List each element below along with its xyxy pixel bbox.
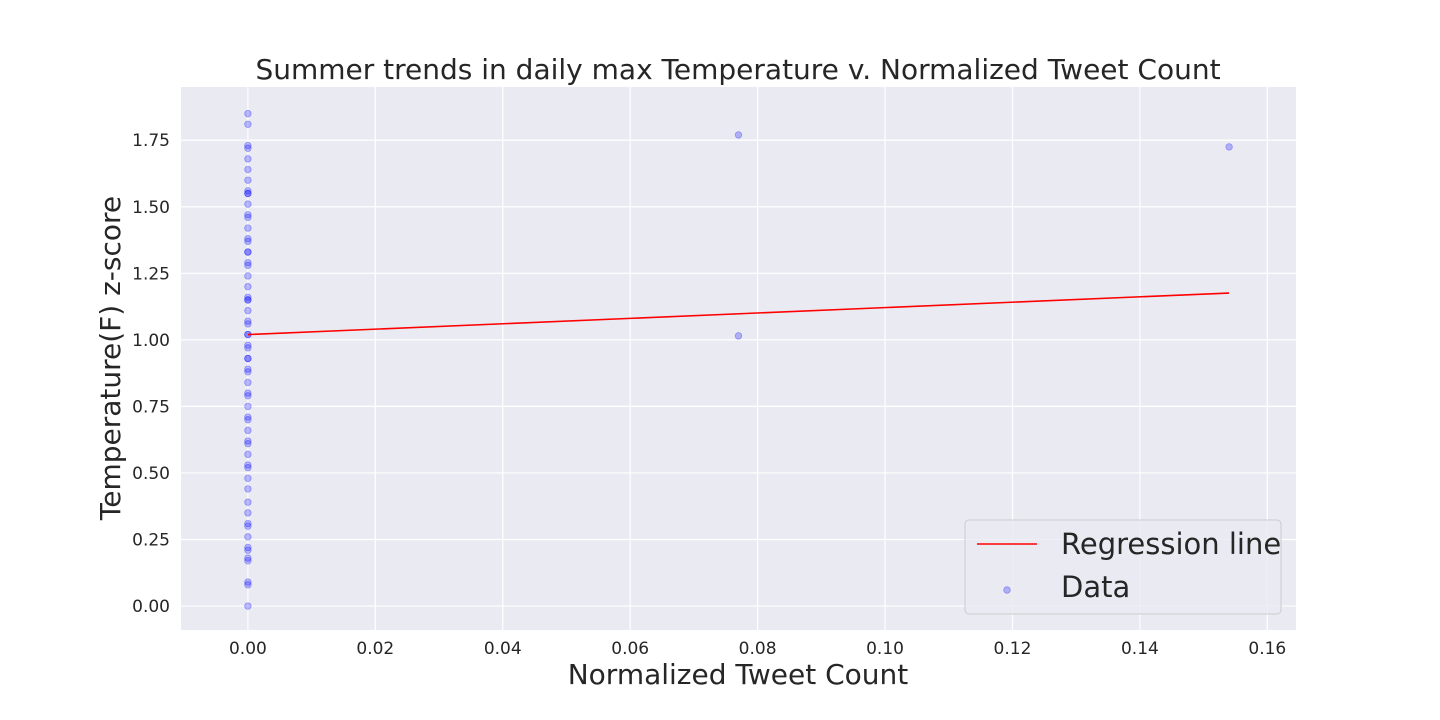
data-point — [244, 439, 252, 448]
x-axis-label: Normalized Tweet Count — [568, 658, 909, 691]
data-point — [244, 413, 252, 421]
legend-label: Regression line — [1061, 527, 1281, 561]
y-tick-label: 1.75 — [132, 131, 170, 151]
regression-line — [247, 292, 1230, 336]
y-axis-label: Temperature(F) z-score — [94, 196, 127, 521]
x-ticks: 0.00 0.02 0.04 0.06 0.08 0.10 0.12 0.14 0.16 — [229, 639, 1286, 659]
data-point — [244, 224, 252, 232]
data-point — [244, 437, 252, 445]
y-tick-label: 1.25 — [132, 264, 170, 284]
data-point — [244, 296, 252, 304]
x-tick-label: 0.04 — [484, 639, 522, 659]
x-tick-label: 0.06 — [611, 639, 649, 659]
data-point — [244, 120, 252, 128]
data-point — [734, 332, 743, 340]
y-tick-label: 0.25 — [132, 531, 170, 551]
y-tick-label: 0.50 — [132, 464, 170, 484]
data-point — [244, 293, 252, 301]
data-point — [244, 402, 252, 411]
data-point — [244, 248, 252, 256]
legend: Regression line Data — [964, 519, 1282, 615]
data-point — [244, 155, 252, 163]
y-tick-label: 1.00 — [132, 331, 170, 351]
data-point — [244, 344, 252, 352]
data-point — [244, 306, 252, 315]
data-point — [244, 282, 252, 291]
x-tick-label: 0.08 — [739, 639, 777, 659]
legend-label: Data — [1061, 570, 1130, 604]
x-tick-label: 0.12 — [994, 639, 1032, 659]
series-layer — [244, 109, 1233, 610]
data-point — [244, 522, 252, 530]
data-point — [244, 189, 252, 198]
data-point — [244, 519, 252, 528]
data-point — [244, 213, 252, 222]
data-point — [1225, 143, 1233, 151]
chart-title: Summer trends in daily max Temperature v… — [255, 53, 1220, 86]
data-point — [244, 200, 252, 208]
x-tick-label: 0.02 — [356, 639, 394, 659]
data-point — [244, 509, 252, 517]
x-tick-label: 0.16 — [1248, 639, 1286, 659]
data-point — [244, 578, 252, 586]
data-point — [734, 131, 743, 139]
legend-point-marker — [1003, 586, 1011, 594]
data-point — [244, 546, 252, 554]
data-point — [244, 320, 252, 328]
data-point — [244, 543, 252, 552]
data-point — [244, 261, 252, 270]
data-point — [244, 176, 252, 184]
data-point — [244, 211, 252, 219]
data-point — [244, 461, 252, 469]
x-tick-label: 0.10 — [866, 639, 904, 659]
data-point — [244, 368, 252, 376]
legend-box — [964, 519, 1282, 615]
data-point — [244, 378, 252, 387]
data-point — [244, 463, 252, 472]
data-point — [244, 485, 252, 493]
data-point — [244, 498, 252, 506]
data-point — [244, 235, 252, 243]
data-point — [244, 237, 252, 246]
data-point — [244, 602, 252, 610]
y-ticks: 0.00 0.25 0.50 0.75 1.00 1.25 1.50 1.75 — [132, 131, 170, 617]
data-point — [244, 296, 252, 304]
data-point — [244, 389, 252, 397]
y-tick-label: 1.50 — [132, 198, 170, 218]
data-point — [244, 450, 252, 459]
y-tick-label: 0.00 — [132, 597, 170, 617]
data-point — [244, 165, 252, 174]
data-point — [244, 474, 252, 482]
data-point — [244, 144, 252, 152]
data-point — [244, 258, 252, 267]
data-point — [244, 109, 252, 118]
data-point — [244, 354, 252, 363]
data-point — [244, 248, 252, 256]
data-point — [244, 557, 252, 565]
data-point — [244, 141, 252, 150]
data-point — [244, 189, 252, 198]
y-tick-label: 0.75 — [132, 397, 170, 417]
data-point — [244, 341, 252, 349]
data-point — [244, 317, 252, 325]
data-point — [244, 354, 252, 363]
data-point — [244, 426, 252, 435]
data-point — [244, 365, 252, 373]
data-point — [244, 272, 252, 280]
data-point — [244, 581, 252, 589]
x-tick-label: 0.14 — [1121, 639, 1159, 659]
data-point — [244, 392, 252, 400]
data-point — [244, 533, 252, 541]
x-tick-label: 0.00 — [229, 639, 267, 659]
data-point — [244, 187, 252, 195]
data-point — [244, 554, 252, 562]
data-point — [244, 416, 252, 424]
